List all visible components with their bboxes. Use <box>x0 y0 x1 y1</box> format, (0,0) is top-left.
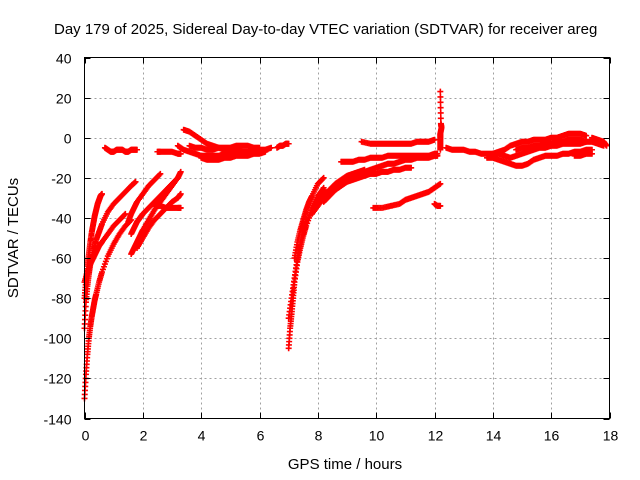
data-point <box>408 164 415 171</box>
series-arc32 <box>589 134 610 149</box>
series-arc24 <box>358 136 438 147</box>
data-point <box>589 150 595 157</box>
data-point <box>437 88 444 95</box>
series-arc30 <box>489 130 590 157</box>
series-arc07 <box>128 174 181 237</box>
data-point <box>121 211 128 218</box>
x-tick-label: 10 <box>369 428 385 444</box>
x-tick-label: 6 <box>257 428 265 444</box>
data-point <box>437 93 444 100</box>
series-arc21 <box>314 152 441 207</box>
data-point <box>99 190 105 197</box>
series-arc03 <box>81 216 135 402</box>
series-arc33 <box>571 150 595 159</box>
data-point <box>256 144 263 151</box>
data-point <box>262 148 269 155</box>
data-point <box>319 175 326 182</box>
series-arc16 <box>274 140 292 151</box>
data-point <box>437 202 444 209</box>
data-point <box>122 210 129 217</box>
data-point <box>437 115 444 122</box>
x-axis: 0 2 4 6 8 10 12 14 16 18 <box>82 57 619 444</box>
y-tick-label: 0 <box>64 131 72 147</box>
series-arc14 <box>186 142 263 153</box>
data-points <box>81 88 610 402</box>
data-point <box>437 99 444 106</box>
series-arc04 <box>81 210 129 286</box>
series-arc23 <box>338 150 441 165</box>
data-point <box>174 174 181 181</box>
x-axis-label: GPS time / hours <box>288 456 402 473</box>
series-arc05 <box>101 144 140 155</box>
data-point <box>177 168 184 175</box>
y-tick-label: -20 <box>51 171 71 187</box>
series-arc10 <box>151 202 184 211</box>
series-arc08 <box>125 170 164 225</box>
data-point <box>177 150 184 157</box>
data-point <box>320 184 327 191</box>
y-tick-label: 20 <box>56 91 72 107</box>
series-arc09 <box>134 190 184 252</box>
series-arc25 <box>370 180 444 211</box>
y-tick-label: -100 <box>43 331 71 347</box>
data-point <box>157 170 164 177</box>
data-point <box>320 174 327 181</box>
plot-frame <box>84 57 610 419</box>
data-point <box>177 204 184 211</box>
data-point <box>285 140 292 147</box>
y-tick-label: -40 <box>51 211 71 227</box>
data-point <box>434 150 441 157</box>
x-tick-label: 12 <box>428 428 444 444</box>
series-arc22 <box>320 164 415 205</box>
x-tick-label: 14 <box>486 428 502 444</box>
series-arc19 <box>291 174 327 262</box>
x-tick-label: 18 <box>603 428 619 444</box>
y-tick-label: -80 <box>51 291 71 307</box>
x-tick-label: 2 <box>140 428 148 444</box>
x-tick-label: 0 <box>82 428 90 444</box>
x-tick-label: 16 <box>544 428 560 444</box>
data-point <box>603 142 610 149</box>
chart-title: Day 179 of 2025, Sidereal Day-to-day VTE… <box>54 21 597 38</box>
data-point <box>437 109 444 116</box>
series-arc31 <box>513 136 607 153</box>
grid <box>84 57 610 419</box>
y-tick-label: 40 <box>56 51 72 67</box>
data-point <box>431 136 438 143</box>
series-arc02 <box>81 178 139 332</box>
data-point <box>268 144 275 151</box>
y-tick-label: -140 <box>43 412 71 428</box>
y-tick-label: -60 <box>51 251 71 267</box>
data-point <box>437 180 444 187</box>
series-arc15 <box>198 148 269 163</box>
series-arc26 <box>431 200 444 209</box>
x-tick-label: 4 <box>198 428 206 444</box>
y-axis: 40 20 0 -20 -40 -60 -80 -100 -120 -140 <box>43 51 610 428</box>
series-arc27 <box>437 88 445 153</box>
y-axis-label: SDTVAR / TECUs <box>5 178 22 298</box>
data-point <box>437 146 444 153</box>
x-tick-label: 8 <box>315 428 323 444</box>
data-point <box>173 175 180 182</box>
data-point <box>177 190 184 197</box>
data-point <box>134 146 140 153</box>
data-point <box>583 132 590 139</box>
series-arc11 <box>154 148 184 157</box>
data-point <box>156 171 163 178</box>
data-point <box>437 104 444 111</box>
data-point <box>132 178 139 185</box>
y-tick-label: -120 <box>43 371 71 387</box>
